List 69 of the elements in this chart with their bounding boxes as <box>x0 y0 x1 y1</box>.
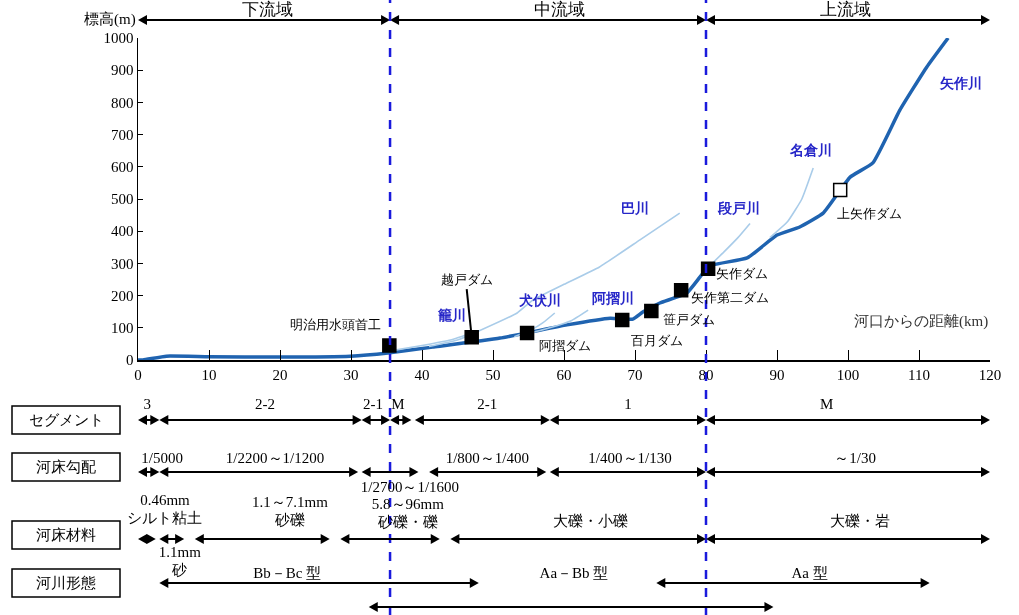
text: 5.8～96mm 砂礫・礫 <box>371 496 445 530</box>
x-tick-label: 100 <box>836 366 860 383</box>
text: 河床勾配 <box>36 458 96 476</box>
series-label: 名倉川 <box>789 142 832 158</box>
y-tick-label: 200 <box>111 287 134 304</box>
text: 1/800～1/400 <box>445 450 529 466</box>
text: 大礫・小礫 <box>552 513 628 529</box>
text: 1.1～7.1mm 砂礫 <box>252 494 329 528</box>
text: 3 <box>143 396 151 412</box>
text: 河床材料 <box>36 526 96 544</box>
series-label: 阿摺川 <box>592 290 634 306</box>
x-tick-label: 40 <box>414 366 430 383</box>
text: 2-1 <box>363 396 384 412</box>
y-tick-label: 600 <box>111 159 134 176</box>
y-tick-label: 300 <box>111 255 134 272</box>
text: Aa－Bb 型 <box>539 565 609 581</box>
series-label: 矢作川 <box>939 75 982 91</box>
annotation: 明治用水頭首工 <box>290 317 381 332</box>
y-tick-label: 1000 <box>103 30 134 47</box>
text: 1/400～1/130 <box>588 450 672 466</box>
series-label: 犬伏川 <box>519 292 561 308</box>
series-label: 巴川 <box>621 200 649 216</box>
text: Aa 型 <box>791 565 828 581</box>
y-tick-label: 400 <box>111 223 134 240</box>
text: M <box>820 396 834 412</box>
x-tick-label: 70 <box>627 366 643 383</box>
x-tick-label: 90 <box>769 366 785 383</box>
text: 2-2 <box>255 396 276 412</box>
series-label: 籠川 <box>437 307 466 323</box>
y-tick-label: 0 <box>126 352 134 369</box>
y-tick-label: 500 <box>111 191 134 208</box>
text: セグメント <box>28 411 104 429</box>
y-tick-label: 800 <box>111 94 134 111</box>
text: 河川形態 <box>36 574 96 592</box>
annotation: 上矢作ダム <box>837 206 902 221</box>
annotation: 矢作第二ダム <box>691 290 769 305</box>
series-label: 段戸川 <box>717 200 760 216</box>
x-tick-label: 30 <box>343 366 359 383</box>
text: 下流域 <box>242 0 294 19</box>
x-tick-label: 50 <box>485 366 501 383</box>
x-tick-label: 110 <box>908 366 930 383</box>
text: 上流域 <box>819 0 871 19</box>
annotation: 笹戸ダム <box>663 312 715 327</box>
annotation: 越戸ダム <box>441 272 493 287</box>
annotation: 阿摺ダム <box>539 338 591 353</box>
annotation: 矢作ダム <box>716 266 768 281</box>
text: 1 <box>624 396 632 412</box>
y-axis-title: 標高(m) <box>84 11 136 28</box>
y-tick-label: 900 <box>111 62 134 79</box>
x-tick-label: 20 <box>272 366 288 383</box>
text: 1/2700～1/1600 <box>360 479 460 495</box>
y-tick-label: 100 <box>111 320 134 337</box>
x-axis-title: 河口からの距離(km) <box>854 313 989 330</box>
text: ～1/30 <box>834 450 876 466</box>
annotation: 百月ダム <box>631 333 683 348</box>
x-tick-label: 10 <box>201 366 217 383</box>
text: M <box>391 396 405 412</box>
y-tick-label: 700 <box>111 126 134 143</box>
text: 中流域 <box>534 0 586 19</box>
text: 0.46mm シルト粘土 <box>127 492 203 526</box>
x-tick-label: 120 <box>978 366 1002 383</box>
text: 1.1mm 砂 <box>158 544 202 578</box>
text: 大礫・岩 <box>830 513 891 529</box>
x-tick-label: 60 <box>556 366 572 383</box>
text: 1/2200～1/1200 <box>225 450 325 466</box>
text: Bb－Bc 型 <box>253 565 322 581</box>
text: 1/5000 <box>141 450 183 466</box>
x-tick-label: 80 <box>698 366 714 383</box>
text: 2-1 <box>477 396 498 412</box>
